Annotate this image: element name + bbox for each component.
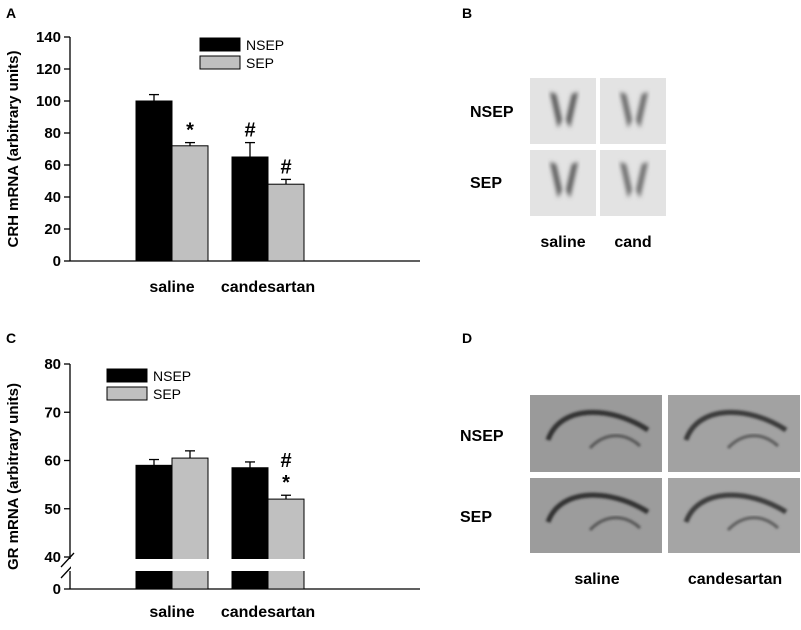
- panel-d-col-candesartan: candesartan: [688, 571, 782, 588]
- legend-swatch-nsep: [199, 37, 241, 52]
- x-tick-label: candesartan: [221, 604, 315, 621]
- bar-sep-candesartan: [267, 183, 305, 262]
- legend-swatch-nsep: [106, 368, 148, 383]
- panel-d-row-nsep: NSEP: [460, 428, 504, 445]
- y-tick-label: 100: [36, 93, 61, 110]
- legend-swatch-sep: [106, 386, 148, 401]
- panel-b-row-nsep: NSEP: [470, 104, 514, 121]
- blot-sep-cand: [600, 150, 666, 216]
- y-axis-label: GR mRNA (arbitrary units): [5, 383, 22, 570]
- y-tick-label: 20: [44, 221, 61, 238]
- y-tick-label: 40: [44, 189, 61, 206]
- blot-nsep-cand: [600, 78, 666, 144]
- panel-b-row-sep: SEP: [470, 175, 502, 192]
- section-nsep-saline: [530, 395, 662, 472]
- bar-sep-saline: [171, 145, 209, 262]
- bar-nsep-saline: [135, 100, 173, 262]
- x-tick-label: saline: [149, 279, 194, 296]
- bar-nsep-candesartan: [231, 156, 269, 262]
- significance-marker: #: [244, 120, 255, 142]
- blot-nsep-saline: [530, 78, 596, 144]
- y-tick-label: 120: [36, 61, 61, 78]
- y-tick-label: 70: [44, 404, 61, 421]
- y-tick-label: 80: [44, 356, 61, 373]
- bar-sep-candesartan: [267, 498, 305, 590]
- legend-label-nsep: NSEP: [153, 368, 191, 384]
- x-tick-label: saline: [149, 604, 194, 621]
- panel-d-row-sep: SEP: [460, 509, 492, 526]
- chart-crh: CRH mRNA (arbitrary units) 0 20 40 60 80 100 12…: [5, 29, 420, 296]
- panel-b-images: NSEP SEP saline cand: [470, 78, 666, 251]
- y-tick-label: 0: [53, 253, 61, 270]
- section-sep-candesartan: [668, 478, 800, 553]
- y-tick-label: 0: [53, 581, 61, 598]
- y-tick-label: 80: [44, 125, 61, 142]
- blot-sep-saline: [530, 150, 596, 216]
- x-tick-label: candesartan: [221, 279, 315, 296]
- legend-swatch-sep: [199, 55, 241, 70]
- y-tick-label: 60: [44, 157, 61, 174]
- panel-label-b: B: [462, 5, 472, 21]
- axis-break-gap: [71, 559, 421, 571]
- panel-d-col-saline: saline: [574, 571, 619, 588]
- panel-b-col-cand: cand: [614, 234, 651, 251]
- significance-marker: #: [280, 450, 291, 472]
- y-tick-label: 40: [44, 549, 61, 566]
- legend-label-nsep: NSEP: [246, 37, 284, 53]
- panel-b-col-saline: saline: [540, 234, 585, 251]
- axis-break-mark: [60, 552, 75, 568]
- legend-label-sep: SEP: [246, 55, 274, 71]
- y-tick-label: 50: [44, 501, 61, 518]
- y-axis-label: CRH mRNA (arbitrary units): [5, 51, 22, 248]
- significance-marker: #: [280, 156, 291, 178]
- section-sep-saline: [530, 478, 662, 553]
- panel-label-a: A: [6, 5, 16, 21]
- y-tick-label: 60: [44, 453, 61, 470]
- panel-label-d: D: [462, 330, 472, 346]
- chart-gr: GR mRNA (arbitrary units) 0 40 50 60 70 80 sali…: [5, 356, 421, 621]
- y-tick-label: 140: [36, 29, 61, 46]
- panel-d-images: NSEP SEP saline candesartan: [460, 395, 800, 588]
- significance-marker: *: [282, 472, 290, 494]
- legend-label-sep: SEP: [153, 386, 181, 402]
- panel-label-c: C: [6, 330, 16, 346]
- significance-marker: *: [186, 120, 194, 142]
- section-nsep-candesartan: [668, 395, 800, 472]
